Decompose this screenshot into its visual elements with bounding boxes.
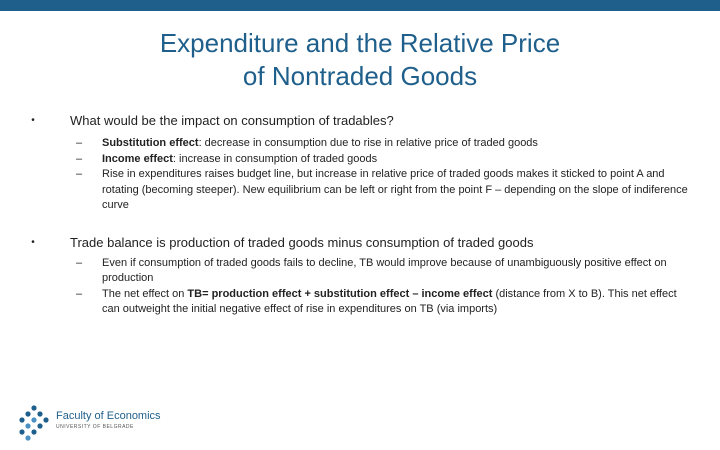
bullet-mark: • (31, 115, 35, 126)
slide-title: Expenditure and the Relative Price of No… (0, 27, 720, 93)
sub-text: : increase in consumption of traded good… (172, 152, 378, 165)
logo-subtitle: UNIVERSITY OF BELGRADE (56, 424, 134, 430)
dash-mark: – (76, 168, 83, 180)
sub-text: : decrease in consumption due to rise in… (198, 137, 538, 149)
sub-bullet-income: – Income effect: increase in consumption… (28, 152, 688, 168)
bullet-2: • Trade balance is production of traded … (28, 234, 688, 251)
sub-bold: TB= production effect + substitution eff… (187, 287, 493, 300)
bullet-mark: • (31, 236, 35, 248)
sub-bullet-tb-improve: – Even if consumption of traded goods fa… (28, 256, 688, 287)
sub-bold: Income effect (102, 152, 173, 165)
bullet-text: Trade balance is production of traded go… (70, 234, 534, 250)
bullet-1: • What would be the impact on consumptio… (28, 112, 688, 129)
title-line-2: of Nontraded Goods (242, 61, 478, 91)
sub-bullet-net-effect: – The net effect on TB= production effec… (28, 287, 688, 318)
sub-text: Even if consumption of traded goods fail… (102, 256, 667, 285)
dash-mark: – (76, 287, 83, 300)
sub-bold: Substitution effect (102, 137, 199, 149)
faculty-logo: Faculty of Economics UNIVERSITY OF BELGR… (16, 405, 161, 441)
dash-mark: – (76, 137, 83, 149)
logo-name: Faculty of Economics (56, 410, 161, 422)
slide-content: • What would be the impact on consumptio… (28, 112, 688, 318)
sub-bullet-budget-line: – Rise in expenditures raises budget lin… (28, 167, 688, 214)
title-line-1: Expenditure and the Relative Price (159, 28, 561, 58)
sub-bullet-substitution: – Substitution effect: decrease in consu… (28, 136, 688, 152)
top-accent-bar (0, 0, 720, 11)
dash-mark: – (76, 256, 83, 269)
sub-text: Rise in expenditures raises budget line,… (102, 168, 688, 211)
sub-text-post: (distance from X to B). This net effect … (102, 287, 677, 316)
dash-mark: – (76, 152, 83, 165)
logo-dots-icon (19, 405, 49, 441)
sub-text-pre: The net effect on (102, 287, 188, 300)
bullet-text: What would be the impact on consumption … (70, 113, 394, 128)
